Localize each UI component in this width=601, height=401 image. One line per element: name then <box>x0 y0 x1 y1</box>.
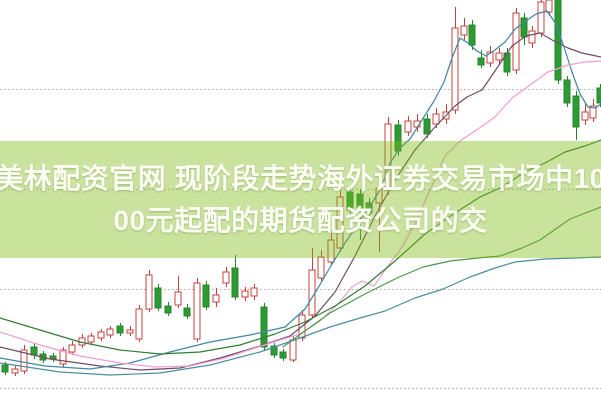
candle-down <box>596 87 601 104</box>
candle-up <box>308 269 316 316</box>
candle-down <box>279 351 287 359</box>
candle-up <box>289 339 297 361</box>
ma-green-mid <box>0 139 601 355</box>
candle-up <box>126 329 134 334</box>
ma-pink <box>0 60 601 368</box>
candle-up <box>222 271 230 284</box>
candle-down <box>477 57 485 66</box>
candle-up <box>68 344 76 353</box>
watermark-text-line2: 00元起配的期货配资公司的交 <box>113 204 488 236</box>
candle-up <box>528 30 536 44</box>
candle-up <box>174 291 182 306</box>
candle-up <box>581 111 589 121</box>
watermark-banner: 美林配资官网 现阶段走势海外证券交易市场中10 00元起配的期货配资公司的交 <box>0 141 601 258</box>
candle-up <box>11 368 19 374</box>
candle-up <box>97 331 105 339</box>
candle-up <box>384 123 392 191</box>
candle-up <box>537 1 545 34</box>
candle-up <box>495 52 503 61</box>
candle-up <box>545 0 553 13</box>
candle-down <box>164 305 172 314</box>
candle-up <box>135 308 143 340</box>
candle-down <box>202 284 210 308</box>
ma-teal-fast <box>0 10 601 370</box>
candle-up <box>451 27 459 111</box>
candle-up <box>589 105 597 119</box>
candle-up <box>404 120 412 133</box>
candle-up <box>317 256 325 279</box>
candle-down <box>260 306 268 348</box>
candle-down <box>1 364 9 373</box>
watermark-text-line1: 美林配资官网 现阶段走势海外证券交易市场中10 <box>0 162 601 194</box>
candle-down <box>116 325 124 334</box>
candle-up <box>486 51 494 64</box>
candle-up <box>212 294 220 303</box>
candle-up <box>327 239 335 263</box>
candle-up <box>336 196 344 249</box>
candle-down <box>183 307 191 317</box>
candle-up <box>241 290 249 298</box>
candle-down <box>468 24 476 46</box>
ma-green-slow <box>282 206 601 348</box>
candle-up <box>20 349 28 372</box>
candle-up <box>145 274 153 310</box>
candle-up <box>193 282 201 340</box>
candle-up <box>87 335 95 343</box>
candle-up <box>460 25 468 36</box>
ma-teal-slow <box>0 256 601 376</box>
candle-down <box>154 287 162 309</box>
candle-down <box>572 95 580 128</box>
candle-down <box>231 267 239 298</box>
candle-up <box>106 328 114 336</box>
candle-up <box>250 287 258 297</box>
candle-up <box>432 113 440 125</box>
candle-down <box>346 191 354 211</box>
candle-down <box>423 118 431 135</box>
candle-down <box>30 346 38 356</box>
candle-down <box>356 193 364 212</box>
candle-down <box>270 345 278 356</box>
candle-down <box>563 79 571 104</box>
candle-up <box>59 349 67 365</box>
